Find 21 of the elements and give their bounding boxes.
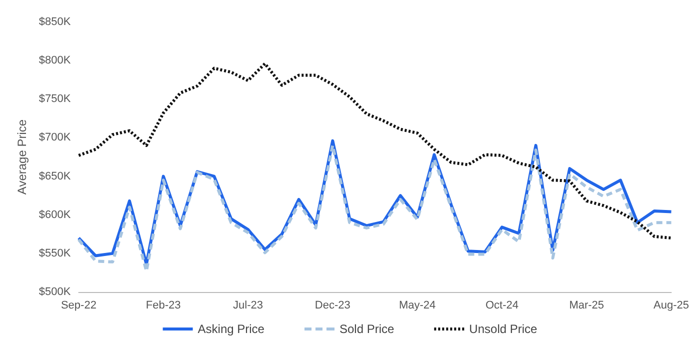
x-tick-label: May-24	[398, 300, 436, 312]
x-tick-label: Oct-24	[485, 300, 518, 312]
y-tick-label: $700K	[38, 132, 72, 144]
x-tick-label: Mar-25	[569, 300, 604, 312]
y-axis-title: Average Price	[15, 119, 29, 195]
y-tick-label: $850K	[38, 16, 72, 28]
y-tick-label: $500K	[38, 286, 72, 298]
x-tick-label: Jul-23	[233, 300, 263, 312]
legend-label: Sold Price	[339, 322, 395, 336]
x-tick-label: Sep-22	[60, 300, 96, 312]
line-series	[77, 62, 673, 240]
y-tick-label: $800K	[38, 54, 72, 67]
legend-label: Unsold Price	[469, 322, 538, 336]
legend-label: Asking Price	[198, 322, 265, 336]
x-tick-label: Aug-25	[654, 300, 690, 312]
x-tick-label: Feb-23	[146, 300, 181, 312]
y-tick-label: $550K	[38, 247, 72, 260]
y-tick-label: $650K	[38, 170, 72, 182]
y-tick-label: $600K	[38, 208, 72, 221]
x-tick-label: Dec-23	[314, 300, 350, 312]
y-tick-label: $750K	[38, 93, 72, 106]
